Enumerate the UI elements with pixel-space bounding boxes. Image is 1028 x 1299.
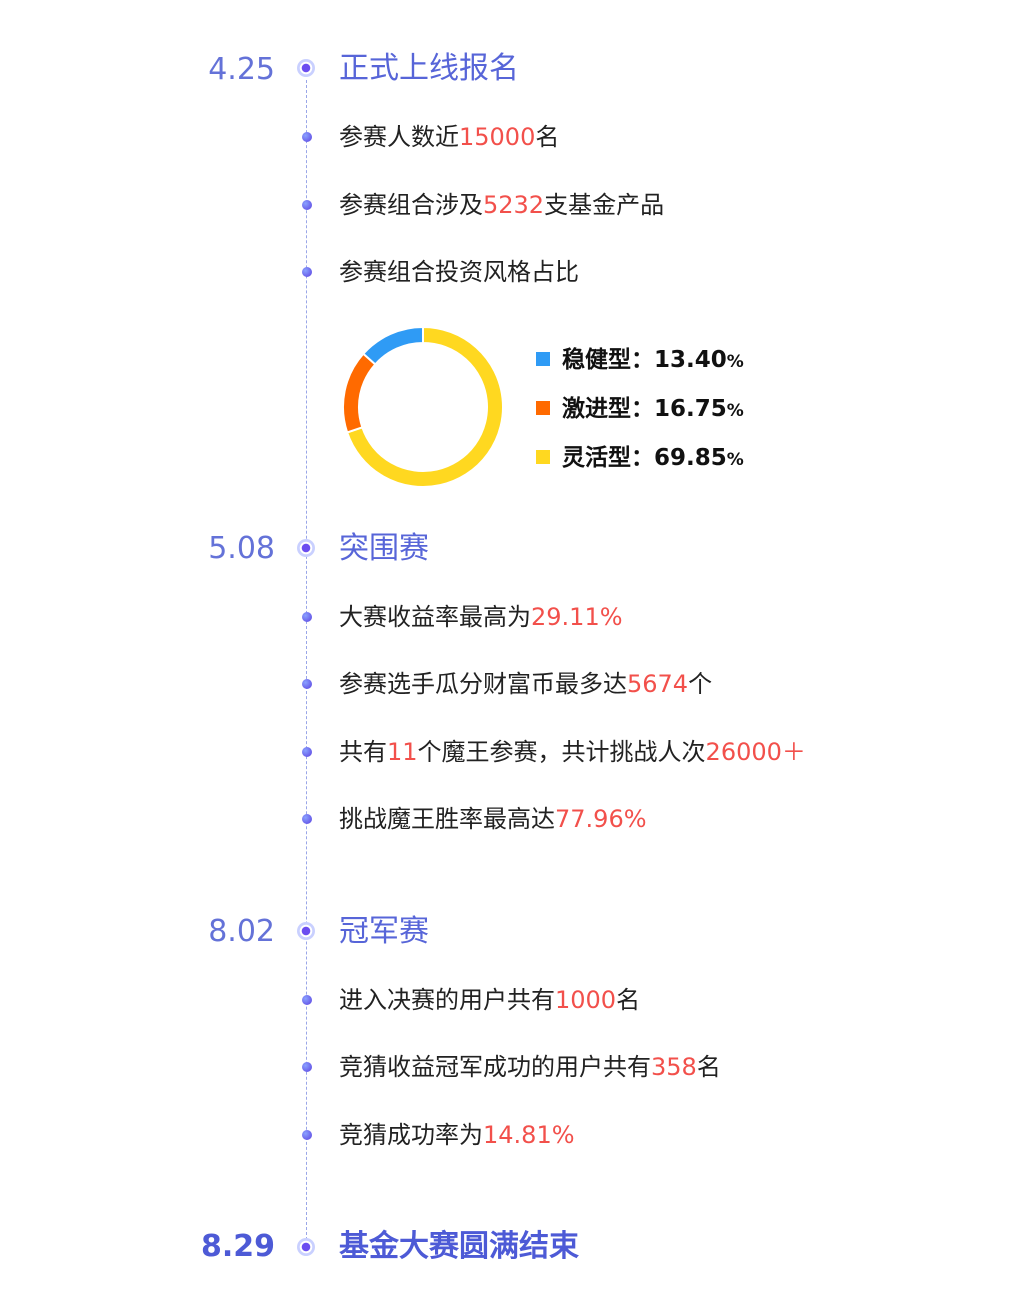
stage-date-4: 8.29 [200,1229,275,1264]
legend-row-flexible: 灵活型：69.85% [536,443,744,475]
stage-title-1: 正式上线报名 [339,51,519,86]
stage-title-2: 突围赛 [339,531,429,566]
stat-item: 参赛组合投资风格占比 [339,258,579,286]
timeline-dot-icon [297,539,315,557]
bullet-dot-icon [302,747,312,757]
stage-title-3: 冠军赛 [339,914,429,949]
bullet-dot-icon [302,1130,312,1140]
bullet-dot-icon [302,1062,312,1072]
bullet-dot-icon [302,132,312,142]
stat-item: 进入决赛的用户共有1000名 [339,986,641,1014]
timeline-dot-icon [297,922,315,940]
stage-date-1: 4.25 [208,52,275,87]
timeline-dot-icon [297,1238,315,1256]
bullet-dot-icon [302,679,312,689]
timeline-dot-icon [297,59,315,77]
stage-date-2: 5.08 [208,531,275,566]
stage-date-3: 8.02 [208,914,275,949]
stat-item: 参赛选手瓜分财富币最多达5674个 [339,670,713,698]
stat-item: 大赛收益率最高为29.11% [339,603,623,631]
legend-row-aggressive: 激进型：16.75% [536,394,744,426]
stat-item: 挑战魔王胜率最高达77.96% [339,805,647,833]
slice-flexible [345,325,504,488]
stat-item: 共有11个魔王参赛，共计挑战人次26000＋ [339,738,806,766]
legend-swatch [536,352,550,366]
bullet-dot-icon [302,995,312,1005]
timeline-line [306,80,307,1240]
legend-row-stable: 稳健型：13.40% [536,345,744,377]
legend-swatch [536,450,550,464]
bullet-dot-icon [302,267,312,277]
bullet-dot-icon [302,612,312,622]
stat-item: 参赛组合涉及5232支基金产品 [339,191,665,219]
legend-swatch [536,401,550,415]
stat-item: 竞猜收益冠军成功的用户共有358名 [339,1053,721,1081]
stat-item: 竞猜成功率为14.81% [339,1121,575,1149]
bullet-dot-icon [302,814,312,824]
stage-title-4: 基金大赛圆满结束 [339,1229,579,1264]
stat-item: 参赛人数近15000名 [339,123,560,151]
slice-stable [361,325,424,366]
bullet-dot-icon [302,200,312,210]
style-donut-chart [342,325,504,488]
slice-aggressive [342,352,377,434]
